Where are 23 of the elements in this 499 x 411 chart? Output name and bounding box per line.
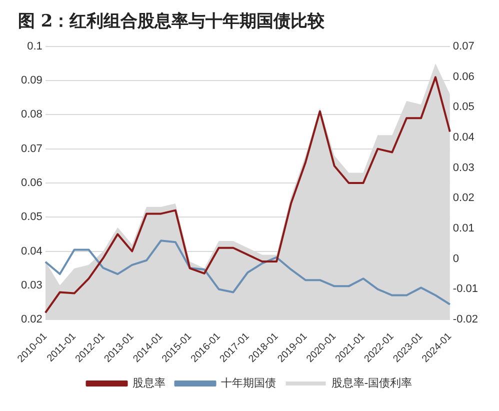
y2-tick-label: 0 — [452, 252, 460, 265]
y2-tick-label: 0.03 — [452, 162, 474, 174]
y2-tick-label: 0.05 — [452, 101, 474, 114]
legend-label: 股息率 — [132, 376, 166, 390]
y-tick-label: 0.02 — [20, 314, 42, 326]
y-tick-label: 0.07 — [20, 142, 42, 155]
y-tick-label: 0.05 — [20, 211, 42, 224]
legend-label: 股息率-国债利率 — [331, 376, 412, 390]
y-tick-label: 0.1 — [27, 40, 42, 52]
y-tick-label: 0.06 — [20, 177, 42, 190]
y-tick-label: 0.08 — [20, 108, 42, 121]
y2-tick-label: -0.01 — [452, 283, 478, 296]
legend-label: 十年期国债 — [220, 376, 276, 390]
y-tick-label: 0.04 — [20, 245, 42, 258]
y2-tick-label: 0.02 — [452, 192, 474, 204]
y-tick-label: 0.03 — [20, 279, 42, 292]
y2-tick-label: 0.06 — [452, 70, 474, 83]
y-tick-label: 0.09 — [20, 74, 42, 87]
chart-title: 图 2：红利组合股息率与十年期国债比较 — [18, 12, 326, 32]
y2-tick-label: -0.02 — [452, 314, 478, 326]
y2-tick-label: 0.01 — [452, 222, 474, 235]
y2-tick-label: 0.07 — [452, 40, 474, 52]
y2-tick-label: 0.04 — [452, 131, 474, 144]
